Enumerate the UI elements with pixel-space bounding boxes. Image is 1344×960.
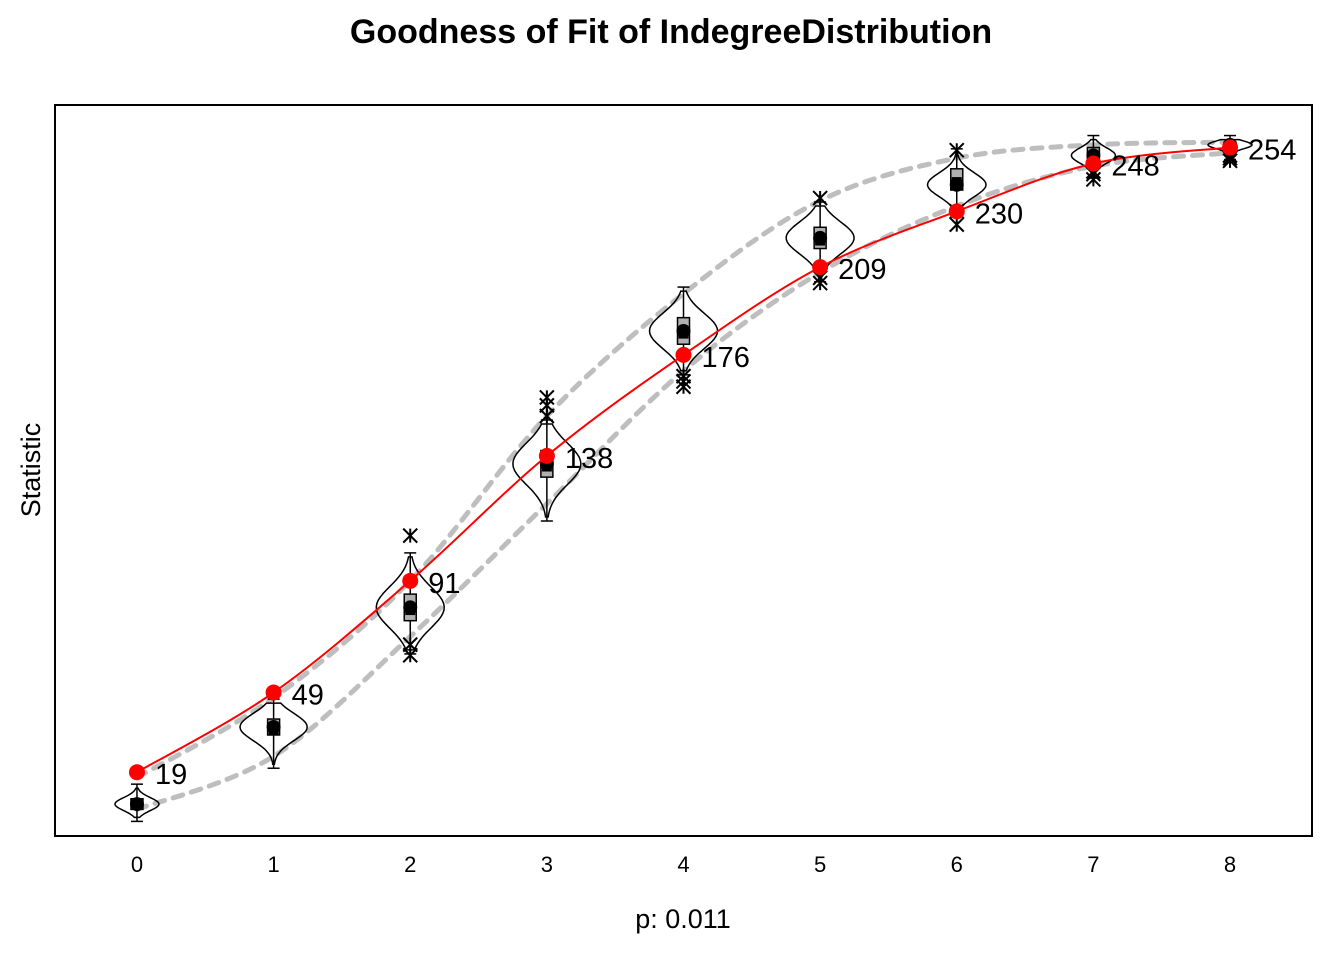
observed-label: 19 xyxy=(155,759,187,791)
y-axis-title: Statistic xyxy=(16,423,46,518)
observed-point xyxy=(538,447,555,464)
mean-marker xyxy=(676,323,691,338)
extreme-marker xyxy=(539,389,555,406)
observed-point xyxy=(948,203,965,220)
extreme-marker xyxy=(812,190,828,206)
observed-series: 19 49 91 138 176 209 230 248 254 xyxy=(128,135,1296,791)
observed-point xyxy=(812,259,829,276)
confidence-interval-lines xyxy=(134,139,1233,812)
mean-marker xyxy=(813,230,828,245)
x-tick-label: 5 xyxy=(814,852,826,877)
extreme-marker xyxy=(402,527,418,544)
x-tick-label: 3 xyxy=(541,852,553,877)
interval-lower-line xyxy=(134,150,1233,812)
observed-label: 254 xyxy=(1248,135,1296,167)
extreme-marker xyxy=(949,142,965,158)
x-tick-label: 4 xyxy=(677,852,689,877)
plot-frame xyxy=(54,104,1313,837)
distribution-0 xyxy=(114,783,160,823)
x-tick-label: 1 xyxy=(267,852,279,877)
x-axis-title: p: 0.011 xyxy=(635,904,731,934)
x-tick-label: 7 xyxy=(1087,852,1099,877)
observed-point xyxy=(128,764,145,781)
observed-point xyxy=(402,572,419,589)
chart-title: Goodness of Fit of IndegreeDistribution xyxy=(350,13,992,51)
observed-label: 230 xyxy=(975,198,1023,230)
observed-point xyxy=(265,684,282,701)
x-tick-label: 2 xyxy=(404,852,416,877)
mean-marker xyxy=(129,797,144,812)
extreme-marker xyxy=(675,368,692,384)
distribution-2 xyxy=(375,527,445,663)
x-tick-label: 8 xyxy=(1224,852,1236,877)
x-axis-ticks: 0 1 2 3 4 5 6 7 8 xyxy=(131,852,1236,877)
extreme-marker xyxy=(402,636,418,653)
observed-point xyxy=(675,346,692,363)
observed-label: 138 xyxy=(565,443,613,475)
observed-line xyxy=(136,146,1231,774)
observed-label: 49 xyxy=(292,679,324,711)
simulated-distributions xyxy=(114,134,1253,823)
mean-marker xyxy=(266,720,281,735)
distribution-6 xyxy=(926,142,987,233)
x-tick-label: 6 xyxy=(951,852,963,877)
observed-label: 176 xyxy=(702,342,750,374)
observed-point xyxy=(1085,155,1102,172)
observed-label: 209 xyxy=(838,254,886,286)
observed-label: 91 xyxy=(428,568,460,600)
x-tick-label: 0 xyxy=(131,852,143,877)
interval-upper-line xyxy=(134,139,1233,780)
observed-label: 248 xyxy=(1111,150,1159,182)
mean-marker xyxy=(949,177,964,192)
distribution-4 xyxy=(648,286,719,395)
mean-marker xyxy=(403,600,418,615)
extreme-marker xyxy=(949,216,965,233)
observed-point xyxy=(1222,139,1239,156)
